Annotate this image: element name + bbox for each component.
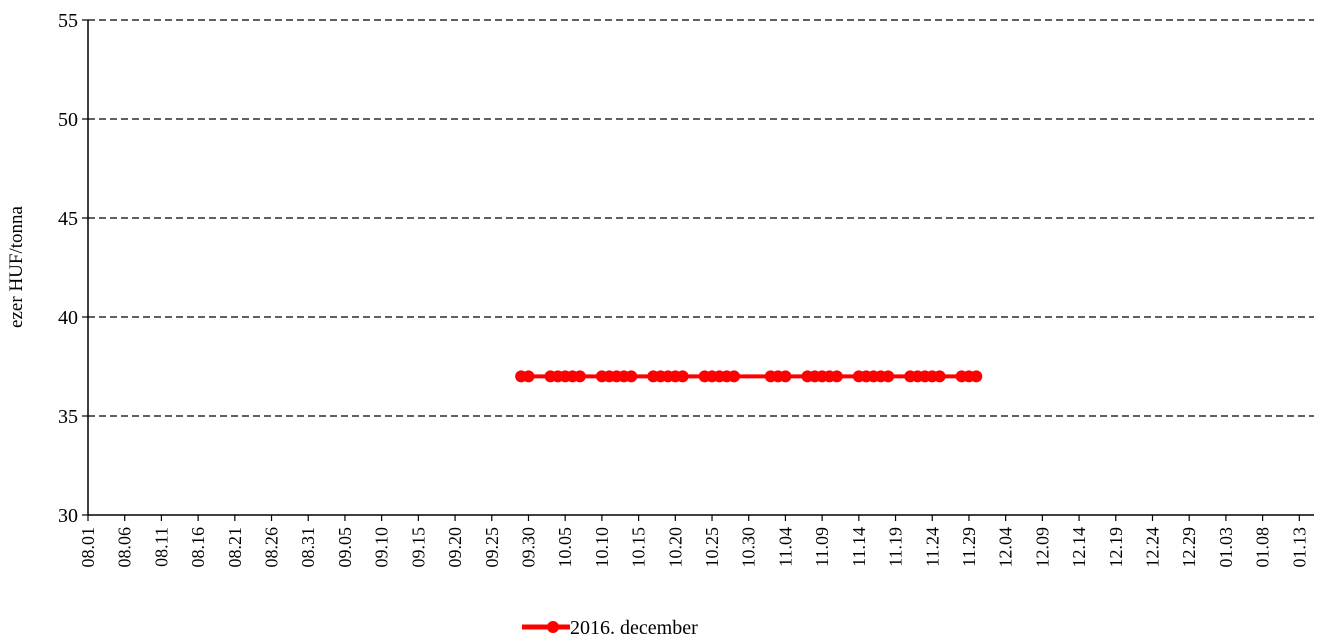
x-tick-label: 12.14 [1069,527,1089,568]
y-tick-label: 30 [58,505,78,527]
x-tick-label: 08.16 [188,527,208,568]
axes [87,20,1314,516]
x-tick-label: 12.19 [1106,527,1126,568]
x-tick-label: 10.25 [702,527,722,568]
x-tick-label: 11.19 [886,527,906,567]
x-tick-label: 12.29 [1179,527,1199,568]
y-axis-label: ezer HUF/tonna [6,206,27,328]
y-tick-label: 35 [58,406,78,428]
x-tick-label: 08.26 [262,527,282,568]
x-tick-label: 09.25 [482,527,502,568]
data-point [728,370,741,383]
data-point [573,370,586,383]
x-tick-label: 11.14 [849,527,869,567]
gridlines [82,19,1314,516]
x-tick-label: 09.15 [408,527,428,568]
x-tick-label: 10.20 [665,527,685,568]
x-tick-label: 11.09 [812,527,832,567]
x-tick-label: 08.06 [115,527,135,568]
x-tick-label: 01.03 [1216,527,1236,568]
x-tick-label: 09.05 [335,527,355,568]
x-tick-label: 08.21 [225,527,245,568]
series-2016-december [515,370,983,383]
x-tick-label: 11.24 [922,527,942,567]
x-tick-labels: 08.01 08.06 08.11 08.16 08.21 08.26 08.31 09.05… [78,515,1309,568]
x-tick-label: 01.13 [1289,527,1309,568]
legend-label: 2016. december [570,617,698,639]
y-tick-label: 55 [58,10,78,32]
x-tick-label: 09.20 [445,527,465,568]
data-point [933,370,946,383]
data-point [625,370,638,383]
x-tick-label: 12.04 [996,527,1016,568]
x-tick-label: 08.31 [298,527,318,568]
x-tick-label: 11.04 [775,527,795,567]
data-point [970,370,983,383]
data-point [522,370,535,383]
x-tick-label: 08.01 [78,527,98,568]
x-tick-label: 08.11 [151,527,171,567]
x-tick-label: 09.30 [518,527,538,568]
x-tick-label: 10.30 [739,527,759,568]
data-point [676,370,689,383]
y-tick-labels: 30 35 40 45 50 55 [58,10,78,527]
x-tick-label: 10.15 [629,527,649,568]
legend-marker-swatch [547,621,559,633]
x-tick-label: 01.08 [1253,527,1273,568]
x-tick-label: 12.09 [1032,527,1052,568]
data-point [779,370,792,383]
data-point [830,370,843,383]
x-tick-label: 10.05 [555,527,575,568]
y-tick-label: 50 [58,109,78,131]
data-point [882,370,895,383]
x-tick-label: 11.29 [959,527,979,567]
y-tick-label: 40 [58,307,78,329]
y-tick-label: 45 [58,208,78,230]
x-tick-label: 10.10 [592,527,612,568]
x-tick-label: 12.24 [1142,527,1162,568]
x-tick-label: 09.10 [372,527,392,568]
legend: 2016. december [522,617,698,639]
